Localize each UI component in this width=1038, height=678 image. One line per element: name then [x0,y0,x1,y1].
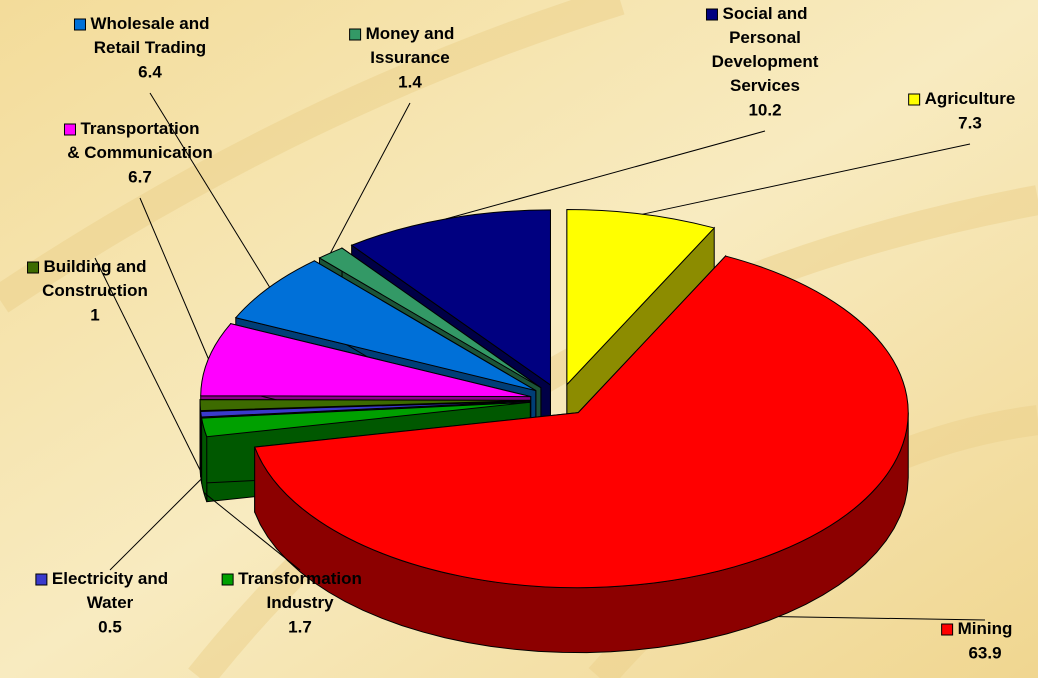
value-label: 10.2 [748,100,781,119]
data-label: Transformation Industry [238,569,362,612]
legend-swatch [63,123,76,136]
data-label: Agriculture [925,89,1016,108]
value-label: 6.4 [138,62,162,81]
legend-swatch [27,261,40,274]
leader-line [203,492,301,571]
data-label: Wholesale and Retail Trading [90,14,209,57]
data-label: Social and Personal Development Services [712,4,819,95]
slice [199,399,531,412]
value-label: 1.4 [398,72,422,91]
value-label: 6.7 [128,167,152,186]
legend-swatch [705,8,718,21]
legend-swatch [349,28,362,41]
legend-swatch [941,623,954,636]
slice [201,401,531,438]
legend-swatch [908,93,921,106]
leader-line [642,143,971,215]
legend-swatch [35,573,48,586]
data-label: Mining [958,619,1013,638]
slice [234,260,537,392]
leader-line [778,616,986,621]
data-label: Electricity and Water [52,569,168,612]
value-label: 7.3 [958,113,982,132]
data-label: Building and Construction [42,257,148,300]
leader-line [149,92,271,288]
leader-line [139,197,209,360]
slice [200,400,531,418]
value-label: 1 [90,305,99,324]
legend-swatch [73,18,86,31]
slice [566,209,716,386]
data-label: Money and Issurance [366,24,455,67]
legend-swatch [221,573,234,586]
leader-line [445,130,766,220]
leader-line [94,257,201,471]
leader-line [330,102,411,254]
value-label: 1.7 [288,617,312,636]
value-label: 0.5 [98,617,122,636]
leader-line [109,478,202,571]
slice [253,255,909,589]
value-label: 63.9 [968,643,1001,662]
